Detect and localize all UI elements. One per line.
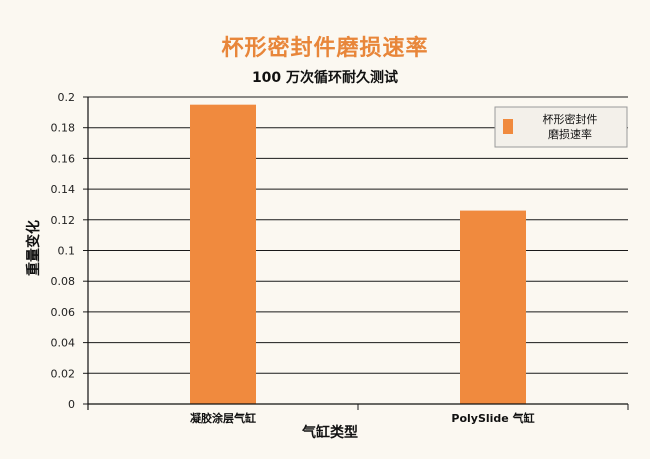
grid-lines: [83, 96, 628, 405]
y-tick-label: 0: [68, 398, 75, 411]
legend: 杯形密封件 磨损速率: [494, 106, 628, 148]
y-tick-label: 0.1: [58, 245, 76, 258]
legend-label-line-1: 杯形密封件: [543, 112, 598, 126]
chart-title: 杯形密封件磨损速率: [221, 36, 429, 61]
legend-swatch: [503, 119, 513, 134]
y-tick-label: 0.16: [51, 152, 76, 165]
bar: [190, 104, 256, 405]
legend-label-line-2: 磨损速率: [548, 127, 592, 141]
y-tick-label: 0.08: [51, 275, 76, 288]
y-tick-labels: 0 0.02 0.04 0.06 0.08 0.1 0.12 0.14 0.16 0.18 0.2: [51, 91, 76, 411]
y-tick-label: 0.02: [51, 367, 76, 380]
y-tick-label: 0.14: [51, 183, 76, 196]
category-label: PolySlide 气缸: [451, 411, 534, 425]
y-tick-label: 0.18: [51, 122, 76, 135]
bar: [460, 210, 526, 404]
bars: [190, 104, 526, 405]
legend-box: [494, 106, 628, 148]
x-tick-marks: [87, 404, 629, 410]
category-label: 凝胶涂层气缸: [190, 411, 256, 425]
x-axis-label: 气缸类型: [301, 424, 358, 441]
y-tick-label: 0.12: [51, 214, 76, 227]
y-tick-label: 0.04: [51, 337, 76, 350]
y-axis-label: 重量变化: [25, 220, 42, 276]
category-labels: 凝胶涂层气缸 PolySlide 气缸: [190, 411, 535, 425]
y-tick-label: 0.06: [51, 306, 76, 319]
chart-subtitle: 100 万次循环耐久测试: [251, 70, 399, 86]
y-tick-label: 0.2: [58, 91, 76, 104]
